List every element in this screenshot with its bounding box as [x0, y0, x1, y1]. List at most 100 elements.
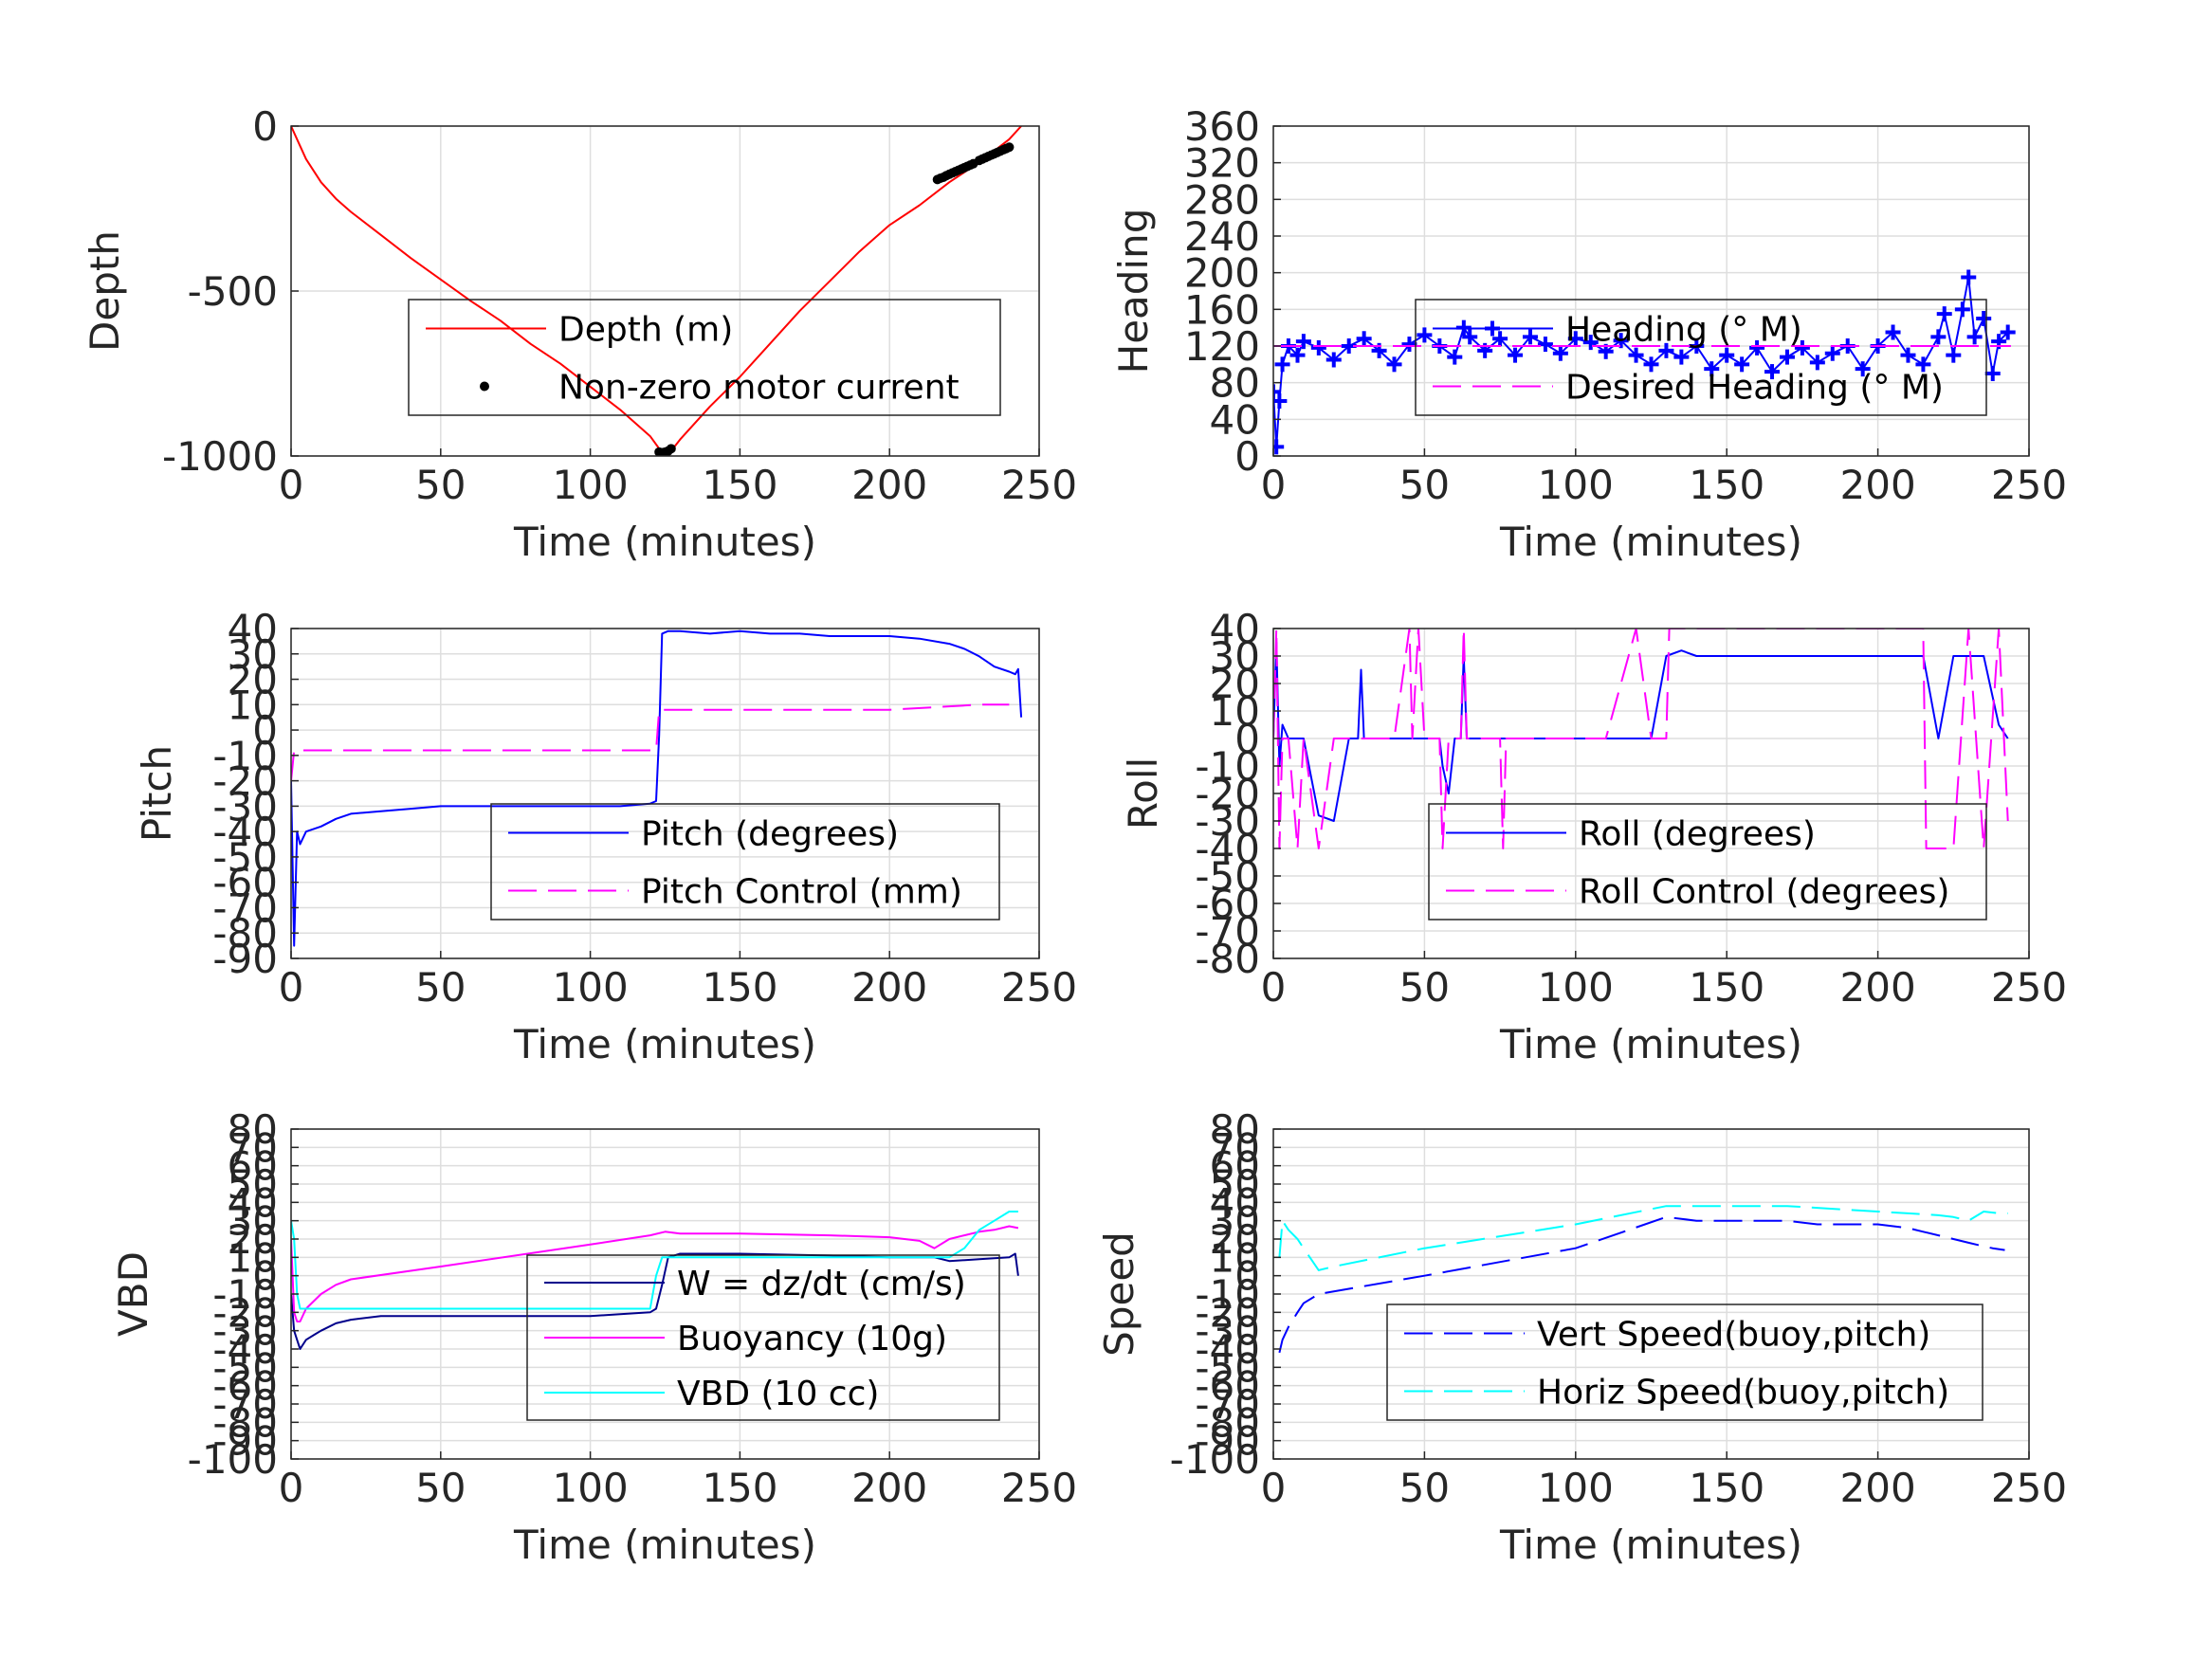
x-axis-label: Time (minutes)	[1499, 1021, 1802, 1067]
series-line-2	[1278, 1205, 2008, 1271]
series-line-1	[291, 629, 1023, 947]
data-point	[1462, 329, 1478, 345]
data-point	[1946, 347, 1962, 363]
y-tick-label: 80	[1210, 1106, 1260, 1153]
y-tick-label: 0	[1234, 716, 1260, 762]
y-tick-label: 0	[252, 103, 278, 150]
legend-label: Non-zero motor current	[558, 369, 960, 408]
data-point	[1325, 352, 1342, 368]
y-tick-label: -100	[188, 1436, 278, 1483]
y-tick-label: 30	[1210, 1198, 1260, 1245]
legend-label: Desired Heading (° M)	[1565, 369, 1944, 408]
y-tick-label: -20	[212, 758, 278, 805]
y-tick-label: 30	[1210, 633, 1260, 680]
data-point	[1273, 384, 1281, 400]
x-tick-label: 250	[1991, 462, 2067, 508]
data-point	[1809, 355, 1825, 371]
y-axis-label: VBD	[110, 1251, 156, 1337]
y-axis-label: Roll	[1120, 757, 1166, 830]
x-tick-label: 200	[851, 462, 927, 508]
data-point	[1643, 356, 1659, 373]
y-tick-label: -10	[1195, 1271, 1260, 1318]
y-tick-label: 40	[228, 606, 278, 652]
series-group	[1273, 269, 2016, 455]
y-tick-label: -20	[212, 1289, 278, 1336]
y-tick-label: 30	[228, 631, 278, 678]
x-tick-label: 0	[279, 964, 304, 1011]
data-point	[1885, 324, 1901, 340]
y-tick-label: -60	[212, 860, 278, 906]
y-tick-label: -60	[1195, 881, 1260, 927]
y-tick-label: 0	[1234, 433, 1260, 480]
axes-frame	[1272, 125, 2030, 457]
y-tick-label: -40	[212, 809, 278, 855]
x-tick-label: 50	[415, 1465, 466, 1511]
x-tick-label: 0	[1261, 462, 1287, 508]
y-tick-label: -60	[212, 1363, 278, 1410]
y-tick-label: 240	[1184, 213, 1260, 260]
chart-panel-6: 0 50 100 150 200 250-100-90-80-70-60-50-40-30…	[1096, 1106, 2067, 1568]
y-tick-label: 10	[228, 1234, 278, 1281]
data-point	[1508, 347, 1524, 363]
y-tick-label: 360	[1184, 103, 1260, 150]
y-tick-label: -40	[1195, 1326, 1260, 1373]
y-tick-label: -1000	[162, 433, 278, 480]
x-tick-label: 100	[1538, 1465, 1614, 1511]
x-tick-label: 0	[1261, 1465, 1287, 1511]
y-tick-label: 70	[1210, 1124, 1260, 1171]
series-line-1	[1278, 1215, 2005, 1354]
y-tick-label: 200	[1184, 250, 1260, 297]
y-tick-label: 40	[1210, 606, 1260, 652]
data-point	[1417, 327, 1433, 343]
series-line-1	[291, 1252, 1019, 1350]
y-tick-label: 10	[1210, 1234, 1260, 1281]
legend-label: Roll (degrees)	[1579, 815, 1816, 854]
data-point	[1673, 349, 1690, 365]
y-tick-label: 0	[1234, 1253, 1260, 1300]
data-point	[1356, 331, 1372, 347]
legend-box	[1428, 803, 1987, 921]
axes-frame	[290, 628, 1040, 959]
data-point	[1719, 347, 1735, 363]
y-tick-label: 20	[1210, 661, 1260, 707]
data-point	[2000, 324, 2016, 340]
y-tick-label: 30	[228, 1198, 278, 1245]
series-line-3	[291, 1211, 1018, 1310]
y-tick-label: -80	[1195, 936, 1260, 982]
y-tick-label: 10	[228, 682, 278, 728]
y-tick-label: 50	[228, 1161, 278, 1208]
y-tick-label: -80	[1195, 1399, 1260, 1446]
legend-marker	[1485, 320, 1500, 337]
y-tick-label: -30	[1195, 1308, 1260, 1355]
legend: Vert Speed(buoy,pitch) Horiz Speed(buoy,p…	[1386, 1304, 1983, 1421]
y-tick-label: -70	[1195, 1381, 1260, 1428]
data-point	[1386, 356, 1402, 373]
y-tick-label: -30	[212, 1308, 278, 1355]
x-tick-label: 250	[1001, 1465, 1077, 1511]
series-group	[291, 126, 1022, 456]
data-point	[1734, 356, 1750, 373]
plot-area	[1273, 126, 2029, 456]
y-tick-label: 280	[1184, 176, 1260, 223]
chart-panel-3: 0 50 100 150 200 250-90-80-70-60-50-40-30-20-…	[134, 606, 1077, 1067]
x-tick-label: 50	[1399, 1465, 1450, 1511]
data-point	[1310, 339, 1326, 356]
data-point	[1613, 333, 1629, 349]
x-tick-label: 100	[553, 964, 629, 1011]
data-point	[1930, 329, 1947, 345]
x-tick-label: 250	[1991, 1465, 2067, 1511]
legend-label: Pitch (degrees)	[641, 815, 899, 854]
y-tick-label: 10	[1210, 688, 1260, 735]
y-tick-label: 20	[1210, 1216, 1260, 1263]
y-axis-label: Depth	[82, 230, 128, 352]
y-axis-label: Pitch	[134, 745, 180, 842]
data-point	[1855, 361, 1871, 377]
y-tick-label: -20	[1195, 771, 1260, 817]
series-line-2	[291, 703, 1010, 781]
y-tick-label: 120	[1184, 323, 1260, 370]
y-tick-label: 60	[228, 1143, 278, 1190]
data-point	[1628, 347, 1644, 363]
y-tick-label: 60	[1210, 1143, 1260, 1190]
data-point	[1915, 356, 1931, 373]
